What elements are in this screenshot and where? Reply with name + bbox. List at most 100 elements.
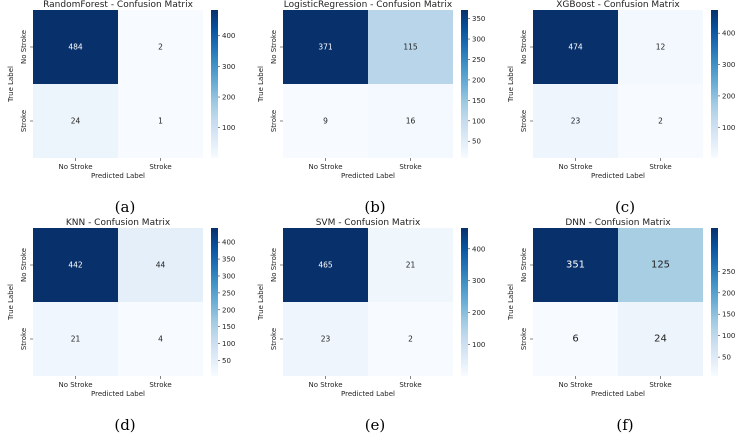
heatmap-cell [533, 84, 618, 158]
cell-value-label: 24 [71, 117, 81, 126]
x-tick-label: Stroke [649, 381, 671, 389]
x-axis-label: Predicted Label [591, 172, 645, 180]
cell-value-label: 16 [406, 117, 416, 126]
cell-value-label: 23 [571, 117, 581, 126]
colorbar-tick-label: 150 [722, 311, 735, 319]
colorbar-tick-label: 250 [472, 56, 485, 64]
confusion-matrix-panel: DNN - Confusion Matrix 351 125 6 24 No Stroke… [500, 218, 750, 436]
colorbar-tick-label: 150 [472, 97, 485, 105]
colorbar [211, 10, 218, 158]
y-tick-label: No Stroke [520, 30, 528, 64]
heatmap-cell [283, 302, 368, 376]
cell-value-label: 12 [656, 43, 666, 52]
colorbar-tick-label: 50 [722, 354, 731, 362]
x-axis-label: Predicted Label [341, 172, 395, 180]
heatmap-cell [533, 302, 618, 376]
cell-value-label: 351 [566, 260, 585, 271]
x-tick-label: Stroke [149, 163, 171, 171]
heatmap-cell [368, 10, 453, 84]
colorbar-tick-label: 200 [722, 289, 735, 297]
colorbar-tick-label: 300 [222, 63, 235, 71]
chart-title: LogisticRegression - Confusion Matrix [284, 0, 453, 10]
cell-value-label: 2 [658, 117, 663, 126]
colorbar-tick-label: 200 [222, 94, 235, 102]
cell-value-label: 125 [651, 260, 670, 271]
x-axis-label: Predicted Label [341, 390, 395, 398]
y-axis-label: True Label [7, 284, 15, 321]
heatmap-cell [283, 84, 368, 158]
confusion-matrix-panel: XGBoost - Confusion Matrix 474 12 23 2 No Str… [500, 0, 750, 218]
y-tick-label: No Stroke [270, 248, 278, 282]
confusion-matrix-chart: SVM - Confusion Matrix 465 21 23 2 No Stroke S… [257, 218, 485, 434]
heatmap-cell [618, 228, 703, 302]
colorbar-tick-label: 200 [472, 76, 485, 84]
colorbar-tick-label: 200 [222, 306, 235, 314]
y-tick-label: No Stroke [520, 248, 528, 282]
heatmap-cell [533, 10, 618, 84]
cell-value-label: 115 [403, 43, 418, 52]
cell-value-label: 465 [318, 261, 333, 270]
y-tick-label: Stroke [20, 110, 28, 132]
y-tick-label: Stroke [20, 328, 28, 350]
x-axis-label: Predicted Label [91, 390, 145, 398]
colorbar-tick-label: 400 [722, 30, 735, 38]
x-tick-label: Stroke [649, 163, 671, 171]
heatmap-cell [533, 228, 618, 302]
chart-title: KNN - Confusion Matrix [66, 218, 171, 228]
cell-value-label: 24 [654, 334, 667, 345]
colorbar-tick-label: 300 [472, 36, 485, 44]
colorbar-tick-label: 100 [222, 340, 235, 348]
x-tick-label: No Stroke [308, 163, 342, 171]
subfigure-caption: (e) [365, 416, 386, 434]
y-tick-label: No Stroke [270, 30, 278, 64]
y-axis-label: True Label [507, 284, 515, 321]
colorbar-tick-label: 100 [722, 332, 735, 340]
x-axis-label: Predicted Label [91, 172, 145, 180]
heatmap-cell [368, 228, 453, 302]
colorbar-tick-label: 250 [222, 289, 235, 297]
y-tick-label: No Stroke [20, 30, 28, 64]
x-tick-label: No Stroke [58, 163, 92, 171]
cell-value-label: 474 [568, 43, 583, 52]
chart-title: RandomForest - Confusion Matrix [43, 0, 193, 10]
colorbar-tick-label: 300 [222, 272, 235, 280]
colorbar-tick-label: 50 [222, 357, 231, 365]
heatmap-cell [33, 302, 118, 376]
cell-value-label: 23 [321, 335, 331, 344]
x-tick-label: Stroke [399, 381, 421, 389]
y-axis-label: True Label [7, 66, 15, 103]
confusion-matrix-chart: KNN - Confusion Matrix 442 44 21 4 No Stroke S… [7, 218, 235, 434]
x-axis-label: Predicted Label [591, 390, 645, 398]
chart-title: DNN - Confusion Matrix [565, 218, 671, 228]
colorbar [461, 228, 468, 376]
cell-value-label: 44 [156, 261, 166, 270]
confusion-matrix-panel: LogisticRegression - Confusion Matrix 371… [250, 0, 500, 218]
subfigure-caption: (c) [615, 198, 635, 216]
colorbar-tick-label: 400 [472, 245, 485, 253]
subfigure-caption: (d) [114, 416, 135, 434]
confusion-matrix-chart: DNN - Confusion Matrix 351 125 6 24 No Stroke… [507, 218, 735, 434]
y-tick-label: Stroke [270, 328, 278, 350]
x-tick-label: No Stroke [58, 381, 92, 389]
x-tick-label: No Stroke [308, 381, 342, 389]
x-tick-label: Stroke [399, 163, 421, 171]
colorbar-tick-label: 100 [222, 124, 235, 132]
colorbar-tick-label: 350 [472, 15, 485, 23]
heatmap-cell [368, 302, 453, 376]
confusion-matrix-panel: SVM - Confusion Matrix 465 21 23 2 No Stroke S… [250, 218, 500, 436]
y-axis-label: True Label [507, 66, 515, 103]
colorbar-tick-label: 250 [722, 268, 735, 276]
heatmap-cell [618, 302, 703, 376]
colorbar-tick-label: 400 [222, 239, 235, 247]
heatmap-cell [368, 84, 453, 158]
heatmap-cell [618, 84, 703, 158]
y-tick-label: Stroke [270, 110, 278, 132]
cell-value-label: 21 [71, 335, 81, 344]
cell-value-label: 2 [408, 335, 413, 344]
cell-value-label: 1 [158, 117, 163, 126]
heatmap-cell [33, 10, 118, 84]
colorbar-tick-label: 100 [722, 124, 735, 132]
heatmap-cell [118, 302, 203, 376]
colorbar-tick-label: 100 [472, 117, 485, 125]
